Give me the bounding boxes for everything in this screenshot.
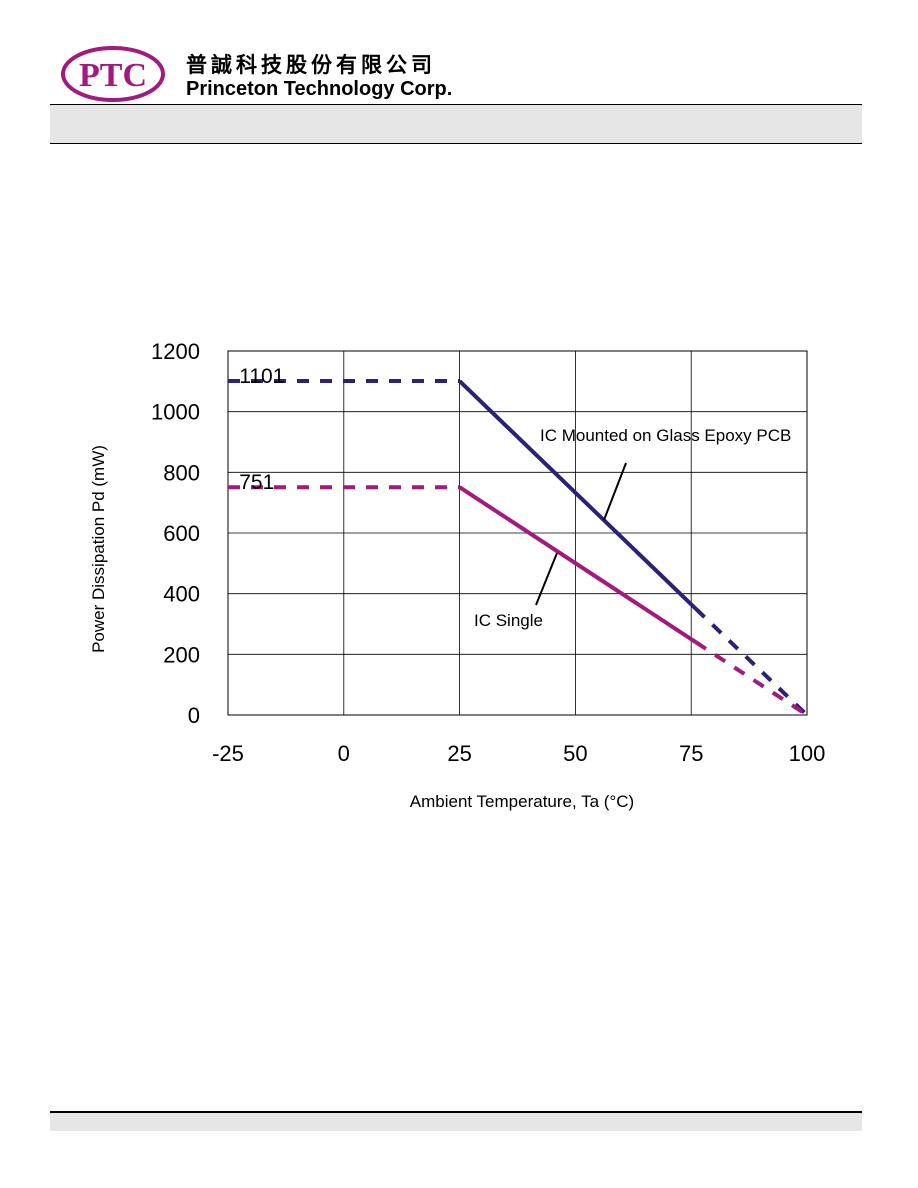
x-tick-label: 25: [447, 741, 471, 766]
ptc-logo: PTC: [61, 46, 165, 102]
series-1-dashed-tail: [694, 640, 809, 717]
x-tick-label: 50: [563, 741, 587, 766]
y-tick-label: 1200: [151, 339, 200, 364]
chart-labels: 1101 751 IC Mounted on Glass Epoxy PCB IC S…: [89, 365, 791, 811]
company-name-cn: 普誠科技股份有限公司: [186, 53, 436, 77]
series-label-pcb: IC Mounted on Glass Epoxy PCB: [540, 426, 791, 445]
y-tick-label: 600: [163, 521, 200, 546]
y-axis-title: Power Dissipation Pd (mW): [89, 445, 108, 653]
leader-line-single: [535, 552, 558, 606]
leader-line-pcb: [603, 462, 627, 521]
x-tick-label: 75: [679, 741, 703, 766]
y-tick-label: 800: [163, 460, 200, 485]
svg-text:PTC: PTC: [79, 57, 147, 94]
value-label: 1101: [239, 365, 284, 388]
chart-grid: [227, 350, 808, 716]
series-0-dashed-tail: [694, 607, 809, 717]
footer-bar: [50, 1111, 862, 1131]
series-1-solid: [458, 485, 697, 644]
y-tick-label: 1000: [151, 400, 200, 425]
x-tick-label: 100: [789, 741, 826, 766]
x-axis-title: Ambient Temperature, Ta (°C): [410, 792, 634, 811]
series-0-solid: [458, 379, 698, 611]
header-bar: [50, 104, 862, 144]
y-tick-label: 200: [163, 642, 200, 667]
y-tick-label: 0: [188, 703, 200, 728]
series-label-single: IC Single: [474, 611, 543, 630]
x-tick-label: 0: [338, 741, 350, 766]
company-name-en: Princeton Technology Corp.: [186, 78, 453, 100]
chart-series: [228, 379, 809, 717]
x-tick-label: -25: [212, 741, 244, 766]
value-label: 751: [239, 471, 274, 494]
y-tick-label: 400: [163, 582, 200, 607]
